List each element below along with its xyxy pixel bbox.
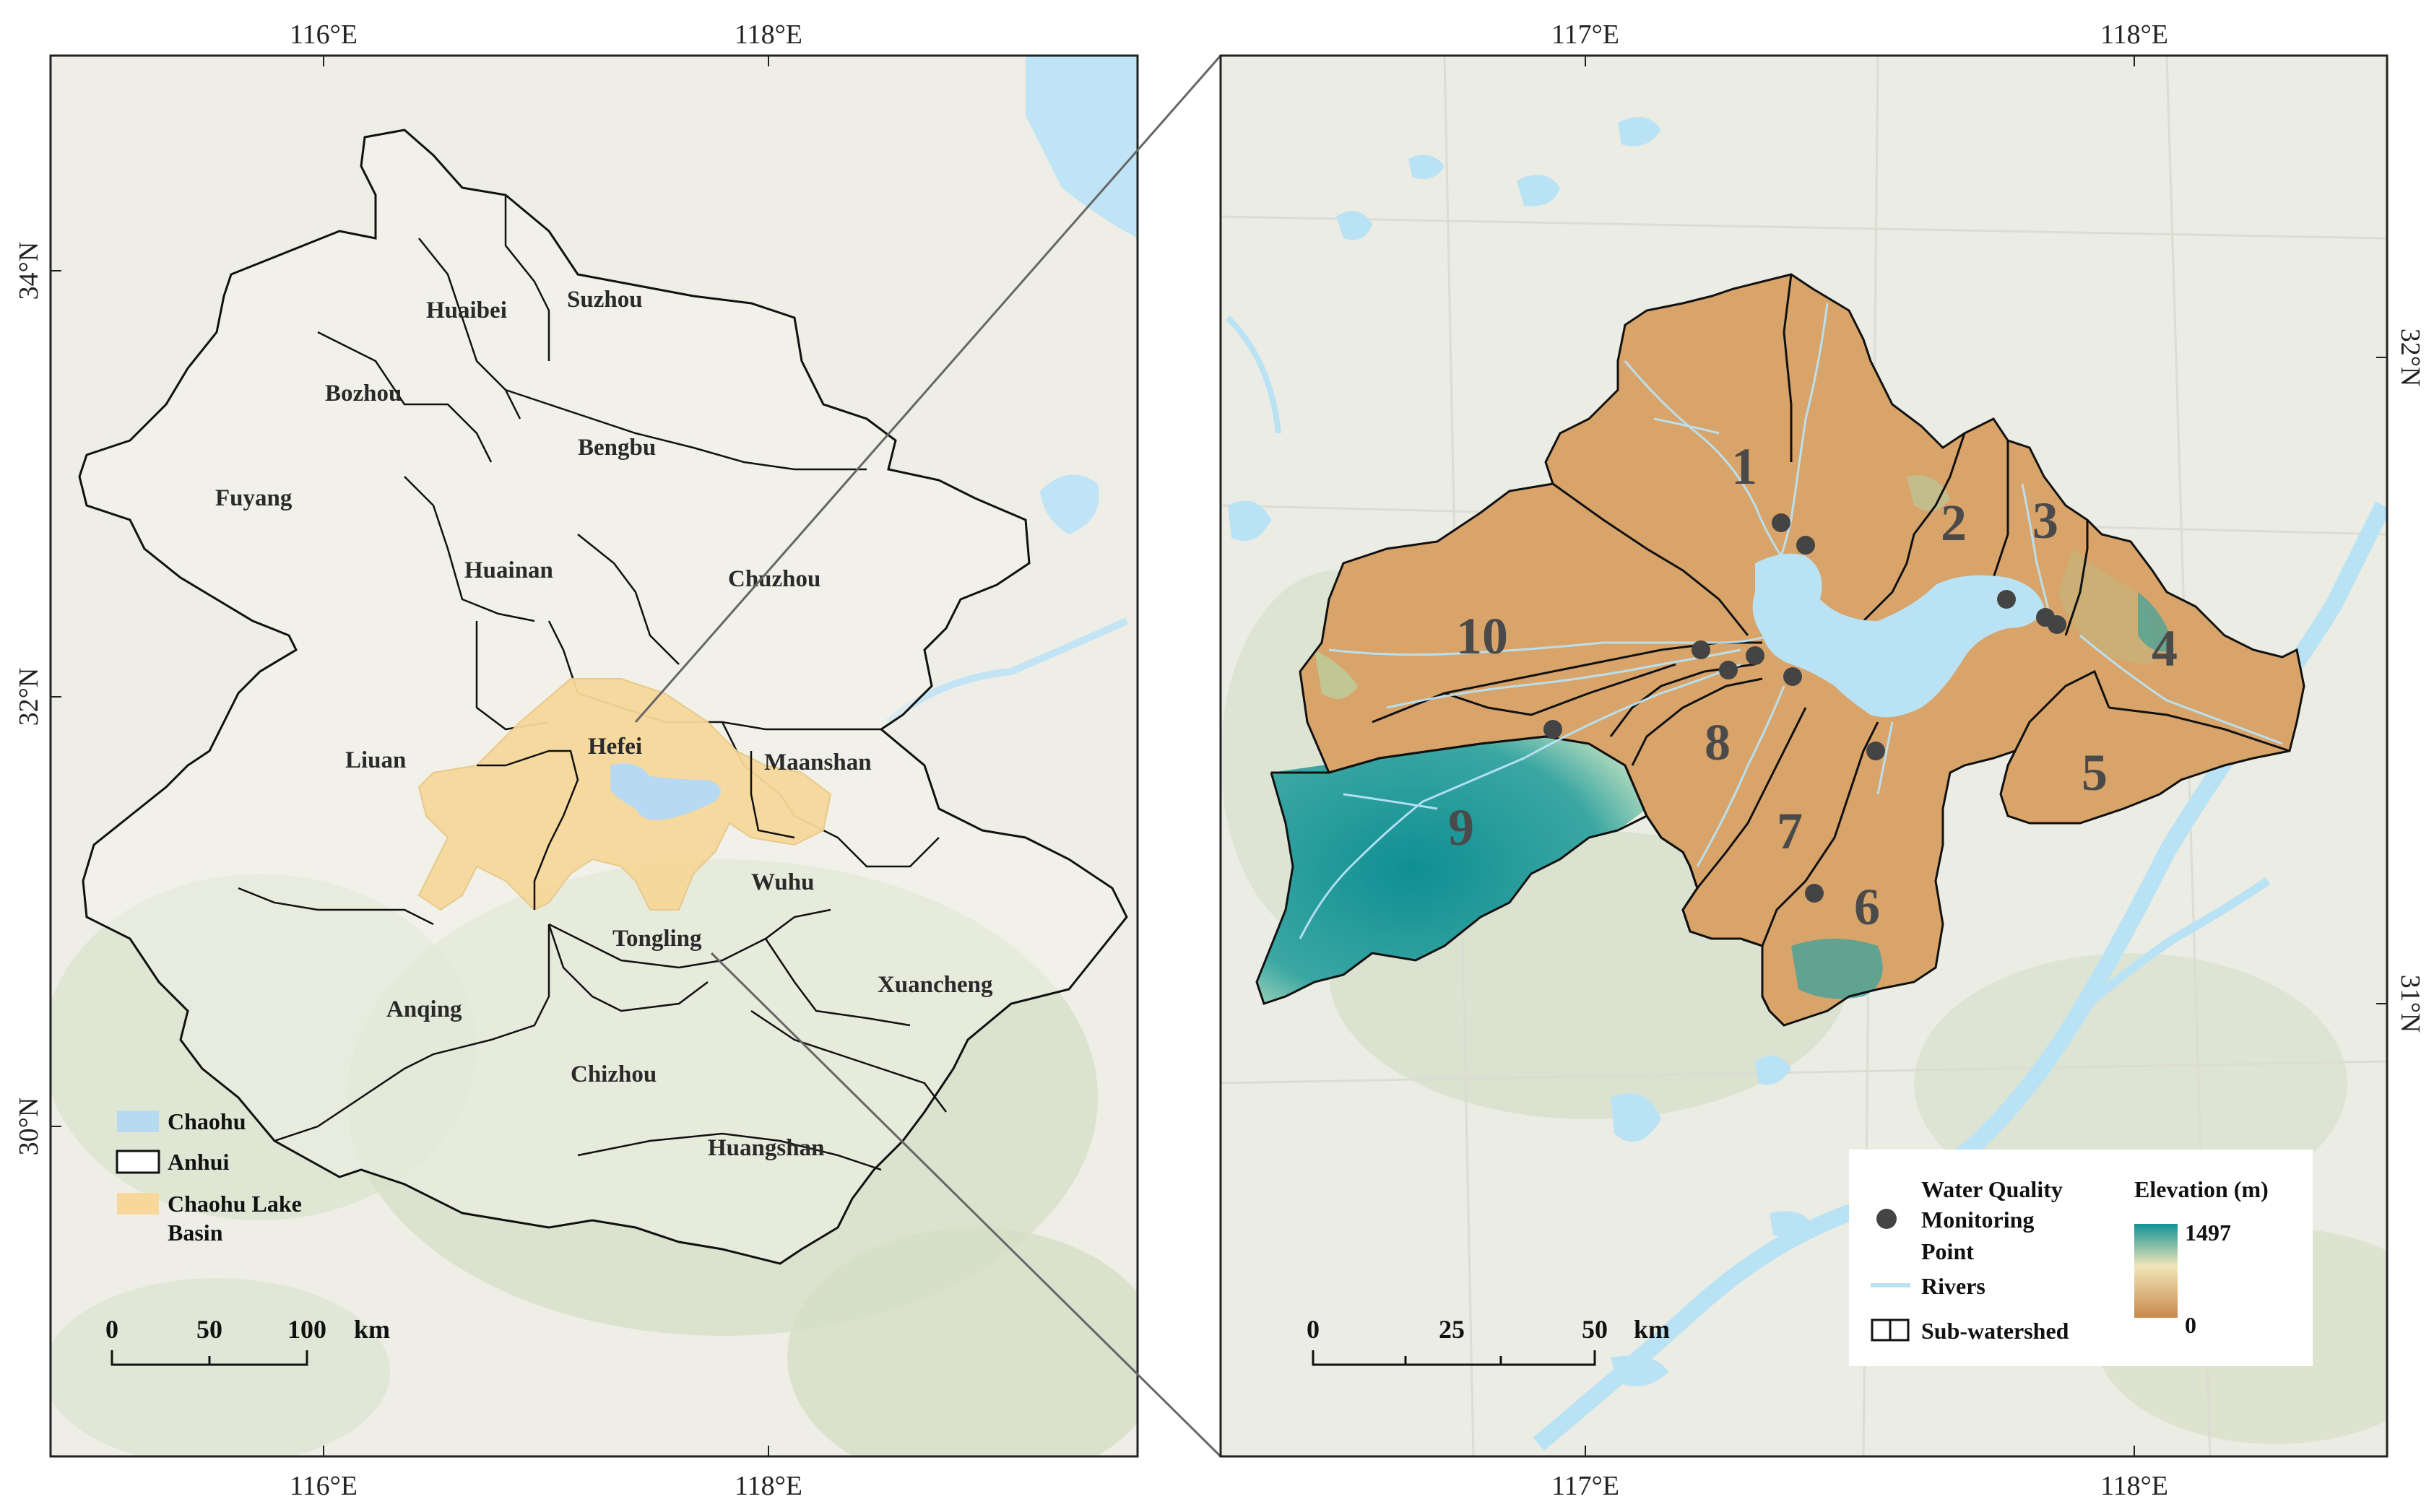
city-label: Chizhou [571, 1061, 657, 1087]
rivers [1299, 303, 2283, 939]
svg-text:km: km [354, 1315, 390, 1344]
monitoring-point [1543, 720, 1562, 739]
subwatershed-label: 4 [2152, 620, 2178, 677]
city-label: Chuzhou [728, 566, 820, 592]
city-label: Xuancheng [878, 972, 993, 998]
monitoring-point [1783, 667, 1802, 686]
left-legend: Chaohu Anhui Chaohu Lake Basin [116, 1108, 302, 1246]
city-label: Hefei [588, 734, 642, 760]
monitoring-point [1997, 590, 2016, 609]
monitoring-point [1772, 513, 1790, 532]
subwatershed-label: 7 [1777, 802, 1803, 860]
legend-elevation-max: 1497 [2185, 1220, 2231, 1246]
city-label: Tongling [612, 926, 702, 952]
lon-tick-bottom: 117°E [1551, 1471, 1619, 1501]
svg-text:25: 25 [1439, 1315, 1465, 1344]
subwatershed-9 [1257, 737, 1647, 1004]
lon-tick-bottom: 118°E [735, 1471, 802, 1501]
right-scalebar: 0 25 50 km [1307, 1315, 1670, 1366]
lon-tick-top: 117°E [1551, 19, 1619, 50]
legend-label-chaohu: Chaohu [168, 1108, 246, 1134]
monitoring-point [1796, 536, 1815, 555]
chaohu-lake-left [610, 763, 721, 820]
lon-tick-top: 118°E [735, 19, 802, 50]
city-label: Huainan [464, 557, 553, 583]
left-scalebar: 0 50 100 km [105, 1315, 390, 1366]
lon-tick-bottom: 118°E [2100, 1471, 2168, 1501]
monitoring-point [1866, 742, 1885, 760]
city-boundaries [238, 195, 947, 1171]
svg-text:0: 0 [1307, 1315, 1320, 1344]
svg-text:km: km [1634, 1315, 1670, 1344]
city-label: Huaibei [426, 297, 507, 323]
legend-swatch-chaohu [117, 1111, 159, 1132]
monitoring-points [1543, 513, 2066, 903]
lat-tick-left: 32°N [14, 668, 44, 726]
subwatershed-label: 2 [1941, 494, 1967, 552]
lon-tick-top: 116°E [290, 19, 358, 50]
monitoring-point [2048, 615, 2066, 634]
subwatershed-label: 10 [1456, 607, 1508, 665]
monitoring-point [1746, 646, 1764, 665]
city-label: Huangshan [708, 1135, 824, 1161]
city-label: Fuyang [215, 485, 293, 511]
inset-connector-lines [634, 55, 1222, 1458]
city-label: Maanshan [764, 750, 872, 775]
legend-elevation-min: 0 [2185, 1312, 2196, 1338]
elevation-ramp [2134, 1224, 2178, 1318]
lat-tick-left: 34°N [14, 242, 44, 300]
legend-label-anhui: Anhui [168, 1149, 230, 1175]
monitoring-point [1805, 884, 1824, 903]
svg-text:0: 0 [105, 1315, 118, 1344]
city-label: Suzhou [567, 287, 643, 313]
legend-swatch-basin [117, 1193, 159, 1215]
city-label: Bozhou [325, 381, 402, 407]
subwatershed-label: 5 [2082, 744, 2108, 801]
chaohu-lake [1752, 553, 2044, 718]
legend-point-symbol [1876, 1209, 1897, 1229]
monitoring-point [1692, 640, 1710, 659]
svg-text:50: 50 [196, 1315, 222, 1344]
city-labels: Huaibei Suzhou Bozhou Bengbu Fuyang Huai… [215, 287, 993, 1161]
monitoring-point [1719, 661, 1738, 679]
legend-point-label: Water Quality [1921, 1176, 2063, 1202]
city-label: Wuhu [751, 869, 814, 895]
lat-tick-right: 31°N [2395, 975, 2425, 1033]
lon-tick-top: 118°E [2100, 19, 2168, 50]
lat-tick-right: 32°N [2395, 329, 2425, 387]
subwatershed-label: 9 [1448, 799, 1474, 856]
subwatershed-labels: 1 2 3 4 5 6 7 8 9 10 [1448, 438, 2178, 936]
subwatershed-label: 8 [1705, 713, 1731, 771]
city-label: Liuan [345, 747, 406, 773]
legend-rivers-label: Rivers [1921, 1273, 1985, 1299]
left-map: Huaibei Suzhou Bozhou Bengbu Fuyang Huai… [14, 19, 1139, 1501]
legend-label-basin: Basin [168, 1220, 223, 1246]
legend-point-label: Monitoring [1921, 1207, 2034, 1233]
legend-elevation-title: Elevation (m) [2134, 1176, 2269, 1202]
subwatersheds [1255, 273, 2305, 1027]
city-label: Bengbu [578, 435, 656, 461]
subwatershed-label: 3 [2032, 492, 2058, 549]
right-legend: Water Quality Monitoring Point Rivers Su… [1849, 1150, 2313, 1366]
right-map: 1 2 3 4 5 6 7 8 9 10 117°E 118°E 117°E 1… [1219, 19, 2425, 1501]
legend-label-basin: Chaohu Lake [168, 1191, 302, 1217]
city-label: Anqing [386, 996, 462, 1022]
svg-text:50: 50 [1582, 1315, 1608, 1344]
lon-tick-bottom: 116°E [290, 1471, 358, 1501]
svg-text:100: 100 [287, 1315, 326, 1344]
subwatershed-label: 6 [1854, 878, 1880, 936]
legend-point-label: Point [1921, 1238, 1974, 1264]
subwatershed-label: 1 [1731, 438, 1757, 495]
lat-tick-left: 30°N [14, 1098, 44, 1156]
legend-subwatershed-label: Sub-watershed [1921, 1318, 2069, 1344]
legend-swatch-anhui [116, 1150, 160, 1174]
